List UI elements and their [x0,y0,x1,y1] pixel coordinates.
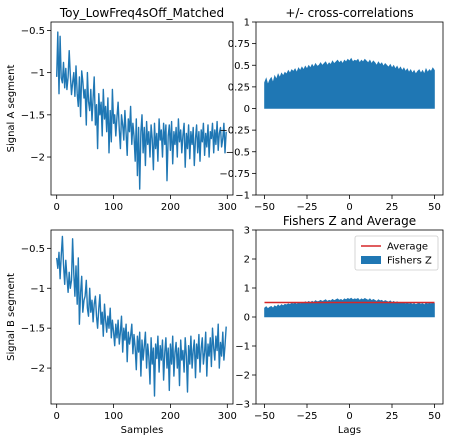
x-tick-label: 300 [218,411,237,422]
y-tick-label: 3 [244,226,250,237]
y-tick-label: −1 [235,191,250,202]
chart-title: +/- cross-correlations [285,6,413,20]
y-tick-label: −3 [235,400,250,411]
x-tick-label: −25 [296,202,317,213]
signal-line [56,235,227,397]
x-tick-label: 0 [346,411,352,422]
y-tick-label: −2 [30,364,45,375]
y-tick-label: 0 [244,104,250,115]
y-tick-label: 0.75 [228,39,250,50]
y-tick-label: −0.5 [21,26,45,37]
x-tick-label: −25 [296,411,317,422]
x-tick-label: 25 [386,202,399,213]
legend-average-label: Average [387,242,428,253]
y-tick-label: −0.25 [219,126,250,137]
y-tick-label: 1 [244,18,250,29]
y-tick-label: 0.5 [234,61,250,72]
x-tick-label: 300 [218,202,237,213]
y-tick-label: 2 [244,255,250,266]
x-tick-label: 50 [428,411,441,422]
x-axis-label: Lags [338,425,361,436]
y-tick-label: 1 [244,284,250,295]
x-tick-label: 25 [386,411,399,422]
y-tick-label: −1 [30,284,45,295]
panel-3: 0 100 200 300 −0.5 −1 −1.5 −2 Samples Signal B se… [6,229,237,436]
axes-frame [50,21,234,196]
panel-2: −50 −25 0 25 50 1 0.75 0.5 0.25 0 −0.25 −0.5 −0.75 −1… [219,6,444,213]
y-tick-label: −0.75 [219,169,250,180]
correlation-area [264,57,435,109]
x-tick-label: 100 [104,202,123,213]
panel-4: −50 −25 0 25 50 3 2 1 0 −1 −2 −3 Fishers Z and Avera… [235,214,444,436]
y-axis-label: Signal B segment [6,273,17,361]
chart-title: Toy_LowFreq4sOff_Matched [59,6,224,20]
axes-frame [50,229,234,405]
x-axis-label: Samples [121,425,164,436]
y-tick-label: −1.5 [21,324,45,335]
y-tick-label: 0 [244,313,250,324]
y-tick-label: −2 [235,371,250,382]
y-tick-label: −0.5 [21,244,45,255]
legend-fishers-swatch [361,256,381,264]
x-tick-label: 0 [54,202,60,213]
x-tick-label: 50 [428,202,441,213]
y-tick-label: −2 [30,153,45,164]
x-tick-label: 0 [346,202,352,213]
x-tick-label: −50 [254,411,275,422]
x-tick-label: 0 [54,411,60,422]
y-tick-label: −0.5 [226,147,250,158]
legend-fishers-label: Fishers Z [387,256,432,267]
x-tick-label: 200 [161,202,180,213]
x-tick-label: 200 [161,411,180,422]
x-tick-label: −50 [254,202,275,213]
y-tick-label: −1 [235,342,250,353]
chart-title: Fishers Z and Average [283,214,416,228]
y-axis-label: Signal A segment [6,65,17,153]
y-tick-label: −1.5 [21,110,45,121]
y-tick-label: 0.25 [228,82,250,93]
y-tick-label: −1 [30,68,45,79]
x-tick-label: 100 [104,411,123,422]
signal-line [56,31,227,190]
panel-1: 0 100 200 300 −0.5 −1 −1.5 −2 Toy_LowFreq4sOff_M… [6,6,237,213]
